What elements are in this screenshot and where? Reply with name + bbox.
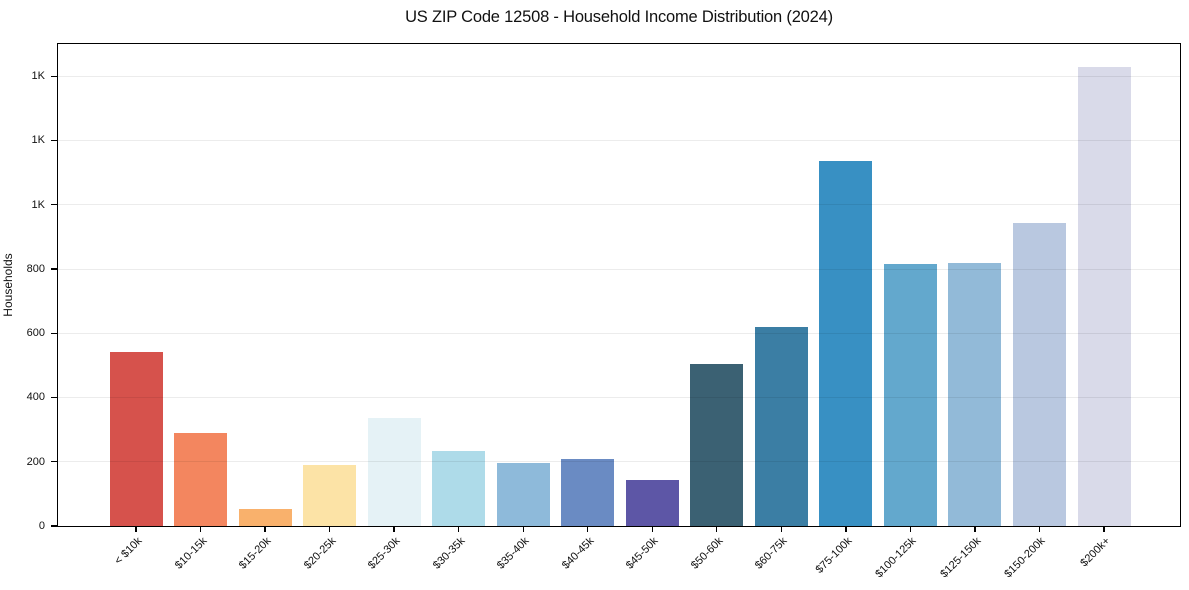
x-tick-label: < $10k bbox=[112, 535, 145, 568]
x-tick-mark bbox=[328, 526, 331, 532]
x-tick-label: $25-30k bbox=[366, 535, 403, 572]
bar bbox=[496, 462, 550, 526]
x-tick-mark bbox=[974, 526, 976, 532]
y-tick-mark bbox=[50, 204, 57, 206]
y-tick-label: 200 bbox=[26, 455, 45, 468]
x-tick-mark bbox=[909, 526, 912, 532]
x-tick-mark bbox=[651, 526, 653, 532]
bar bbox=[174, 432, 228, 526]
gridline bbox=[58, 332, 1180, 334]
x-tick-label: $200k+ bbox=[1078, 535, 1113, 570]
x-tick-label: $40-45k bbox=[559, 535, 597, 572]
bar bbox=[432, 451, 486, 526]
bar bbox=[1012, 222, 1066, 526]
bar bbox=[561, 458, 615, 526]
y-tick-label: 600 bbox=[26, 327, 45, 340]
x-tick-label: $30-35k bbox=[430, 535, 468, 572]
x-tick-mark bbox=[1103, 526, 1105, 532]
x-tick-mark bbox=[458, 526, 460, 532]
bar bbox=[238, 509, 292, 526]
y-tick-label: 1K bbox=[31, 70, 45, 83]
plot-area: 0 200 400 600 800 1K 1K 1K < $10k $10-15k $15-20k $… bbox=[27, 43, 1181, 580]
bar bbox=[303, 464, 357, 526]
gridline bbox=[58, 204, 1180, 206]
bar bbox=[754, 327, 808, 526]
gridline bbox=[58, 140, 1180, 142]
x-tick-mark bbox=[587, 526, 589, 532]
x-tick-label: $60-75k bbox=[753, 535, 790, 572]
y-tick-mark bbox=[50, 139, 57, 142]
gridline bbox=[58, 268, 1180, 270]
x-tick-label: $100-125k bbox=[873, 535, 919, 581]
x-tick-label: $20-25k bbox=[301, 535, 339, 572]
x-tick-mark bbox=[716, 526, 718, 532]
y-tick-label: 800 bbox=[26, 262, 45, 275]
y-tick-mark bbox=[50, 461, 57, 463]
y-tick-label: 1K bbox=[31, 134, 45, 147]
bar bbox=[883, 264, 937, 526]
x-tick-mark bbox=[780, 526, 782, 532]
y-tick-mark bbox=[50, 525, 57, 527]
y-tick-label: 0 bbox=[38, 520, 45, 532]
x-tick-label: $35-40k bbox=[495, 535, 532, 572]
x-tick-label: $125-150k bbox=[938, 535, 984, 581]
y-tick-label: 1K bbox=[31, 198, 45, 211]
x-tick-mark bbox=[393, 526, 395, 532]
y-tick-mark bbox=[50, 268, 57, 270]
bar bbox=[1077, 67, 1131, 526]
y-tick-mark bbox=[50, 396, 57, 399]
bar bbox=[690, 363, 744, 526]
x-tick-label: $50-60k bbox=[688, 535, 726, 572]
bar bbox=[625, 480, 679, 526]
x-tick-mark bbox=[135, 526, 137, 532]
x-tick-mark bbox=[199, 526, 202, 532]
y-tick-label: 400 bbox=[26, 391, 45, 404]
x-tick-label: $75-100k bbox=[813, 535, 855, 576]
x-tick-label: $10-15k bbox=[172, 535, 210, 572]
x-tick-mark bbox=[522, 526, 524, 532]
bar bbox=[948, 262, 1002, 526]
gridline bbox=[58, 461, 1180, 463]
bar bbox=[367, 418, 421, 526]
chart-title: US ZIP Code 12508 - Household Income Dis… bbox=[405, 8, 833, 26]
gridline bbox=[58, 397, 1180, 399]
x-tick-label: $150-200k bbox=[1002, 535, 1048, 581]
x-tick-mark bbox=[845, 526, 847, 532]
bar bbox=[819, 160, 873, 526]
x-tick-mark bbox=[264, 526, 266, 532]
y-tick-mark bbox=[50, 332, 57, 334]
x-tick-label: $15-20k bbox=[236, 535, 274, 572]
bar bbox=[109, 352, 163, 526]
y-tick-mark bbox=[50, 75, 57, 77]
x-tick-mark bbox=[1038, 526, 1041, 532]
x-tick-label: $45-50k bbox=[624, 535, 661, 572]
gridline bbox=[58, 75, 1180, 77]
